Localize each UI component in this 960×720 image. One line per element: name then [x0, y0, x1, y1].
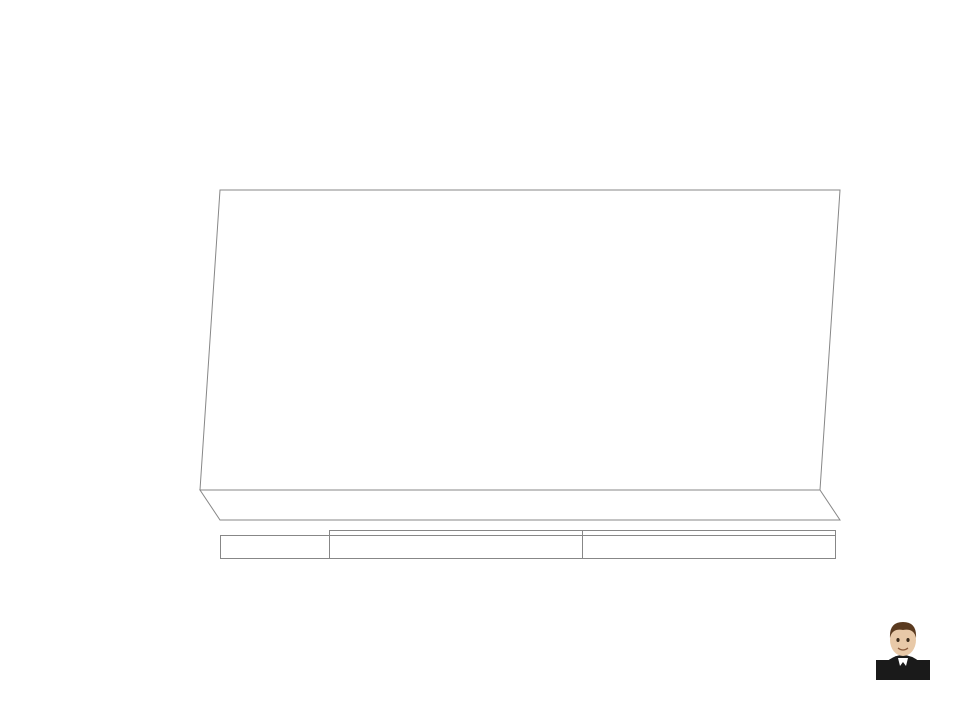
table-value-0 [329, 536, 582, 559]
royal-lepage-logo [360, 284, 612, 402]
table-row-series [221, 536, 836, 559]
logo-red-right [418, 314, 602, 344]
avatar-icon [876, 610, 930, 680]
legend-swatch-icon [268, 542, 278, 552]
legend-cell [221, 536, 330, 559]
table-value-1 [582, 536, 835, 559]
barcode-icon-bottom [370, 344, 602, 358]
author-signature [868, 610, 930, 680]
logo-inner [360, 284, 612, 364]
chart-data-table [220, 530, 836, 559]
logo-red-left [370, 314, 410, 344]
logo-band [370, 314, 602, 344]
barcode-icon [370, 290, 602, 312]
slide-root [0, 0, 960, 720]
